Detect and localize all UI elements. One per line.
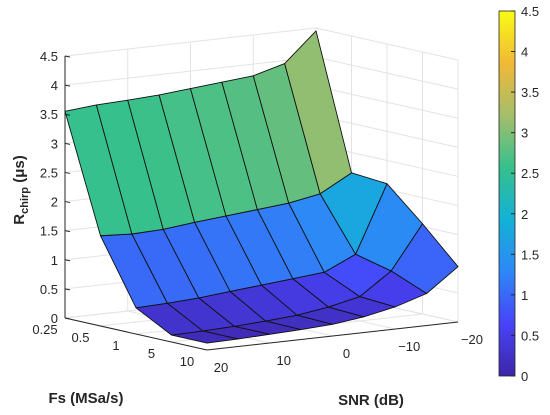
axis-ticks: 0 0.5 1 1.5 2 2.5 3 3.5 4 4.5 0.25 0.5 1 5 10 20 10 0 −10 −… <box>32 49 483 375</box>
x-axis-label: SNR (dB) <box>338 392 404 409</box>
z-tick-label: 2.5 <box>40 165 58 180</box>
z-tick-label: 0.5 <box>40 282 58 297</box>
snr-tick-label: 20 <box>214 360 228 375</box>
axis-line <box>64 317 208 351</box>
z-axis-label-unit: (μs) <box>11 155 28 187</box>
colorbar-tick-label: 2 <box>521 207 528 222</box>
snr-tick-label: 10 <box>277 353 291 368</box>
z-tick <box>64 55 71 58</box>
fs-tick-label: 10 <box>180 354 194 369</box>
z-tick <box>64 113 71 116</box>
fs-tick-label: 5 <box>148 346 155 361</box>
z-tick-label: 3 <box>51 136 58 151</box>
grid-line-z <box>64 27 459 61</box>
snr-tick-label: −20 <box>461 332 483 347</box>
colorbar-tick-label: 3 <box>521 126 528 141</box>
z-tick-label: 1.5 <box>40 224 58 239</box>
z-axis-label-main: R <box>11 214 28 225</box>
z-tick <box>64 230 71 233</box>
colorbar-tick-label: 0 <box>521 369 528 384</box>
colorbar-tick-label: 2.5 <box>521 166 539 181</box>
colorbar-tick-label: 1 <box>521 288 528 303</box>
z-tick-label: 4.5 <box>40 49 58 64</box>
z-tick <box>64 171 71 174</box>
colorbar-tick-label: 4.5 <box>521 4 539 19</box>
z-tick-label: 0 <box>51 311 58 326</box>
z-tick <box>64 259 71 262</box>
colorbar-tick-label: 1.5 <box>521 247 539 262</box>
z-tick <box>64 288 71 291</box>
colorbar: 0 0.5 1 1.5 2 2.5 3 3.5 4 4.5 <box>498 4 539 384</box>
surface-plot <box>64 30 459 344</box>
z-tick-label: 3.5 <box>40 107 58 122</box>
snr-tick-label: −10 <box>398 339 420 354</box>
surface-patch <box>284 30 352 195</box>
colorbar-tick-label: 3.5 <box>521 85 539 100</box>
y-axis-label: Fs (MSa/s) <box>48 390 123 407</box>
z-tick <box>64 317 71 320</box>
snr-tick-label: 0 <box>343 346 350 361</box>
colorbar-tick-label: 4 <box>521 45 528 60</box>
z-axis-label-sub: chirp <box>19 187 31 214</box>
z-axis-label: Rchirp (μs) <box>11 155 31 224</box>
colorbar-gradient <box>498 10 516 377</box>
colorbar-tick-label: 0.5 <box>521 328 539 343</box>
z-tick-label: 4 <box>51 78 58 93</box>
fs-tick-label: 0.25 <box>32 322 57 337</box>
fs-tick-label: 1 <box>112 338 119 353</box>
z-tick <box>64 142 71 145</box>
z-tick <box>64 84 71 87</box>
fs-tick-label: 0.5 <box>71 330 89 345</box>
axis-line <box>206 321 459 351</box>
z-tick-label: 2 <box>51 195 58 210</box>
z-tick <box>64 201 71 204</box>
z-tick-label: 1 <box>51 253 58 268</box>
